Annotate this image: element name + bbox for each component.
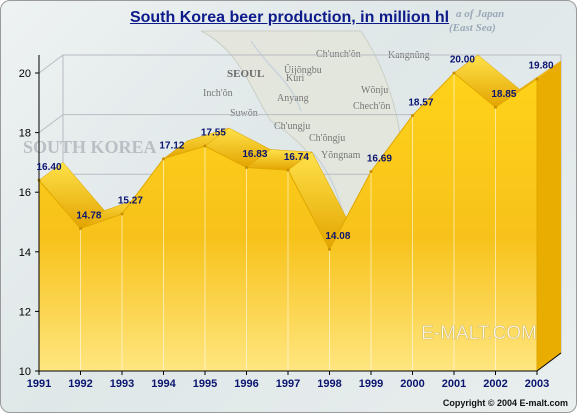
y-tick-label: 10 (19, 366, 31, 378)
x-tick-label: 1995 (193, 378, 217, 390)
map-label-5: SEOUL (227, 68, 264, 80)
data-point (452, 71, 456, 75)
x-tick-label: 1993 (110, 378, 134, 390)
map-label-13: Ch'ŏngju (309, 133, 345, 144)
x-tick-label: 2001 (442, 378, 466, 390)
map-label-0: a of Japan (456, 8, 504, 20)
data-point (369, 170, 373, 174)
map-label-6: Kuri (286, 73, 305, 84)
data-label: 18.57 (408, 97, 433, 108)
data-label: 17.55 (201, 128, 226, 139)
watermark: E-MALT.COM (421, 323, 537, 344)
data-point (79, 227, 82, 231)
y-tick-label: 16 (19, 187, 31, 199)
data-label: 14.78 (76, 210, 101, 221)
map-label-10: Suwŏn (230, 108, 258, 119)
data-label: 16.69 (367, 153, 392, 164)
data-point (286, 168, 290, 172)
y-tick-label: 20 (19, 68, 31, 80)
gridline-side (38, 114, 64, 134)
data-label: 20.00 (450, 55, 475, 66)
x-tick-label: 1996 (234, 378, 258, 390)
data-point (120, 212, 124, 216)
map-label-9: Wŏnju (361, 85, 388, 96)
data-label: 19.80 (528, 61, 553, 72)
x-tick-label: 2002 (483, 378, 507, 390)
data-label: 16.74 (284, 152, 309, 163)
map-label-15: Yŏngnam (321, 150, 361, 161)
x-tick-label: 1997 (276, 378, 300, 390)
x-tick-label: 1991 (27, 378, 51, 390)
data-label: 14.08 (325, 231, 350, 242)
x-tick-label: 2003 (525, 378, 549, 390)
x-tick-label: 2000 (400, 378, 424, 390)
chart-title: South Korea beer production, in million … (129, 9, 450, 26)
data-point (203, 144, 207, 148)
x-tick-label: 1994 (151, 378, 176, 390)
map-label-11: Chech'ŏn (353, 101, 390, 112)
data-point (328, 247, 331, 251)
y-tick-label: 12 (19, 306, 31, 318)
data-label: 18.85 (491, 89, 516, 100)
data-point (411, 114, 414, 118)
map-label-1: (East Sea) (449, 22, 496, 34)
gridline-side (38, 54, 64, 74)
data-label: 16.83 (242, 149, 267, 160)
map-label-14: SOUTH KOREA (23, 137, 157, 157)
map-label-7: Inch'ŏn (203, 88, 233, 99)
map-label-4: Ŭijŏngbu (284, 64, 322, 76)
x-tick-label: 1999 (359, 378, 383, 390)
map-label-8: Anyang (277, 93, 309, 104)
map-label-12: Ch'ungju (274, 121, 310, 132)
area-side (537, 60, 561, 372)
data-point (535, 77, 539, 81)
x-axis-depth (536, 352, 562, 372)
y-tick-label: 14 (19, 247, 31, 259)
x-tick-label: 1992 (68, 378, 92, 390)
data-point (162, 157, 165, 161)
data-point (245, 165, 248, 169)
data-point (494, 105, 497, 109)
y-tick-label: 18 (19, 128, 31, 140)
data-label: 16.40 (36, 162, 61, 173)
copyright-text: Copyright © 2004 E-malt.com (442, 398, 568, 408)
data-label: 17.12 (159, 141, 184, 152)
x-tick-label: 1998 (317, 378, 341, 390)
data-label: 15.27 (118, 196, 143, 207)
